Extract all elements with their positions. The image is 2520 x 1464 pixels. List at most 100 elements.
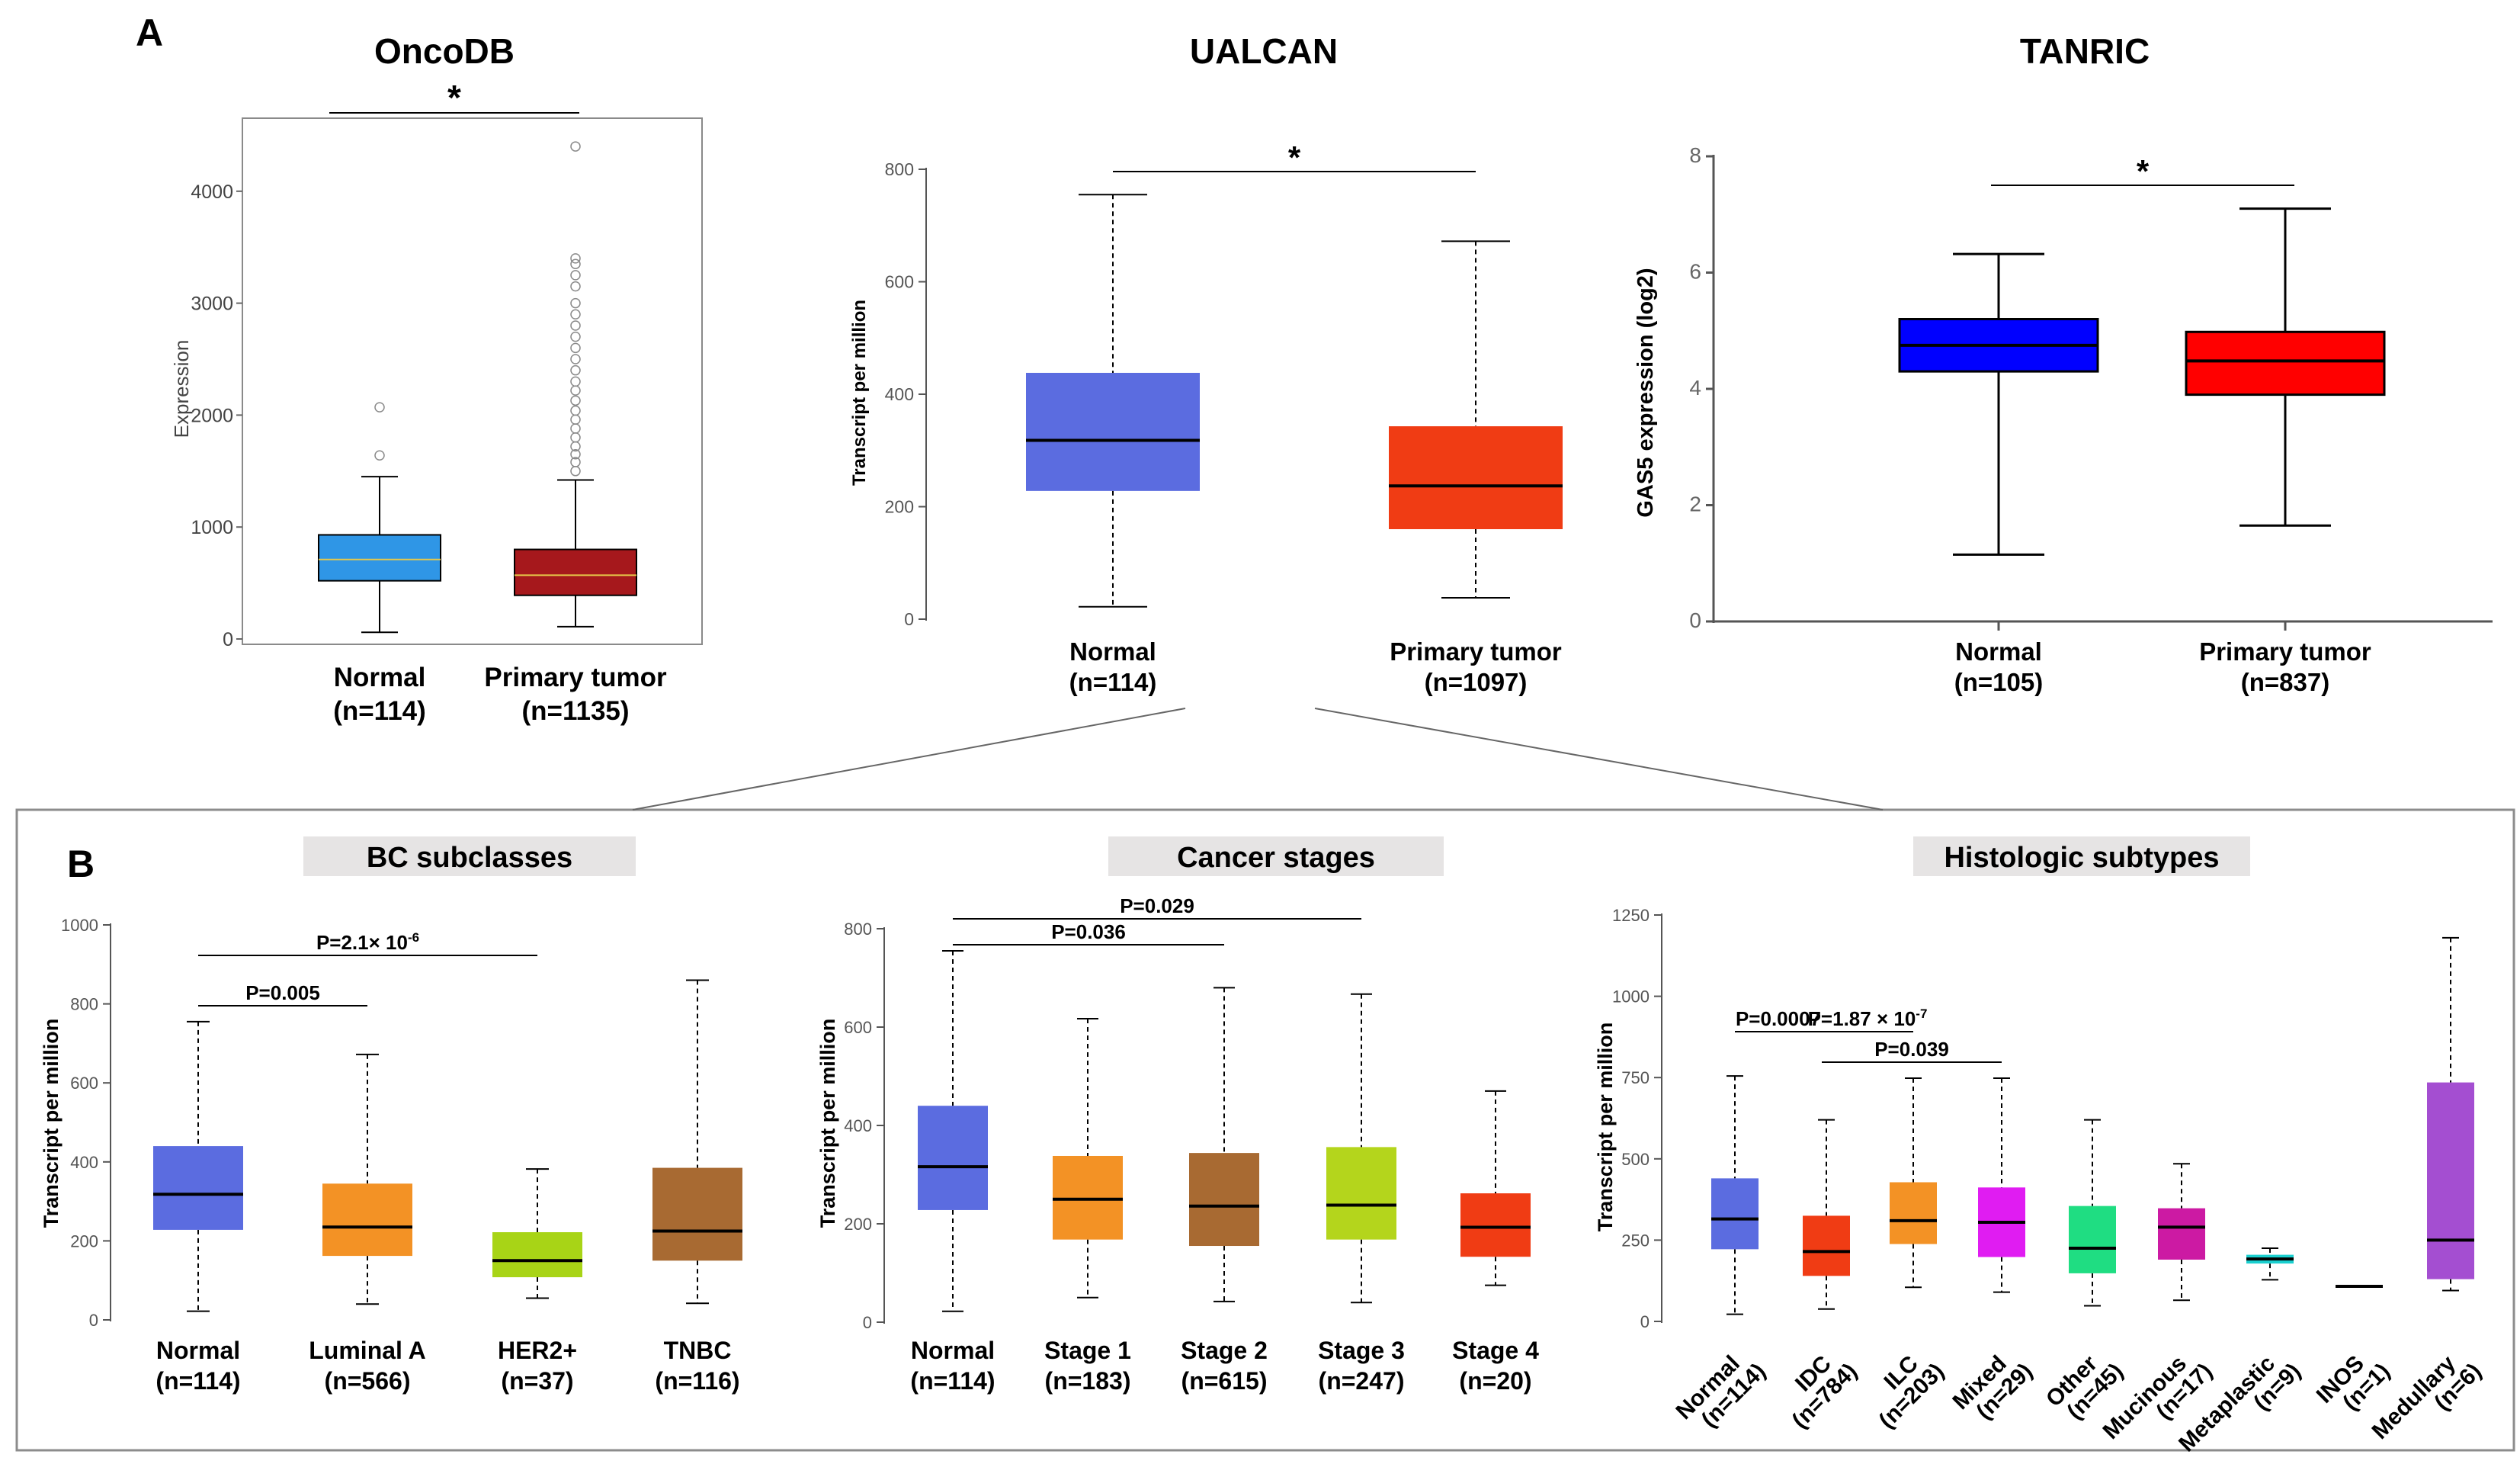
y-tick-label: 3000 (191, 294, 233, 315)
outlier-point (570, 449, 581, 460)
outlier-point (570, 281, 581, 292)
y-tick-label: 500 (1621, 1150, 1650, 1169)
box-stage-4 (1460, 1193, 1531, 1257)
category-label: Primary tumor (484, 663, 667, 692)
box-tnbc (652, 1167, 742, 1261)
y-tick-label: 0 (223, 629, 233, 650)
y-tick-label: 600 (844, 1018, 872, 1037)
count-label: (n=566) (325, 1367, 411, 1395)
panel-label-b: B (67, 843, 95, 885)
zoom-connector-left (632, 708, 1186, 811)
y-tick-label: 2000 (191, 405, 233, 426)
significance-p-value: P=1.87 × 10-7 (1808, 1006, 1928, 1030)
outlier-point (570, 258, 581, 269)
outlier-point (570, 423, 581, 434)
significance-star: * (1288, 140, 1301, 175)
y-tick-label: 200 (885, 497, 914, 517)
outlier-point (570, 309, 581, 320)
box-stage-3 (1326, 1147, 1396, 1240)
count-label: (n=837) (2241, 668, 2329, 696)
box-other (2069, 1206, 2116, 1273)
y-tick-label: 400 (885, 384, 914, 404)
chart-histologic-subtypes: Histologic subtypes Transcript per milli… (1594, 836, 2486, 1456)
count-label: (n=114) (333, 696, 426, 726)
count-label: (n=114) (155, 1367, 240, 1395)
outlier-point (570, 414, 581, 425)
y-tick-label: 400 (70, 1153, 98, 1172)
significance-p-value: P=0.029 (1120, 894, 1194, 917)
category-label: Stage 2 (1181, 1337, 1268, 1364)
y-tick-label: 250 (1621, 1231, 1650, 1250)
category-label: Stage 3 (1318, 1337, 1405, 1364)
outlier-point (570, 405, 581, 416)
y-tick-label: 1250 (1612, 906, 1650, 925)
count-label: (n=105) (1954, 668, 2043, 696)
y-tick-label: 1000 (191, 517, 233, 538)
y-axis-label: Transcript per million (40, 1019, 63, 1228)
count-label: (n=20) (1459, 1367, 1531, 1395)
y-tick-label: 0 (89, 1311, 98, 1330)
outlier-point (374, 402, 385, 413)
outlier-point (570, 466, 581, 477)
box-stage-2 (1189, 1153, 1259, 1247)
chart-bc-subclasses: BC subclasses Transcript per million 0 20… (40, 836, 742, 1395)
chart-title: Histologic subtypes (1944, 842, 2219, 874)
y-tick-label: 800 (844, 920, 872, 939)
chart-title: BC subclasses (367, 842, 572, 874)
count-label: (n=183) (1045, 1367, 1131, 1395)
chart-title-box (303, 836, 636, 876)
category-label: Normal (1069, 637, 1156, 666)
panel-label-a: A (136, 11, 163, 54)
category-label: TNBC (664, 1337, 732, 1364)
category-label: Normal (334, 663, 426, 692)
outlier-point (570, 297, 581, 309)
category-label: Stage 1 (1044, 1337, 1131, 1364)
y-tick-label: 1000 (61, 916, 98, 935)
outlier-point (570, 354, 581, 364)
p-value-exponent: -6 (408, 930, 419, 945)
chart-title: OncoDB (374, 31, 515, 71)
y-tick-label: 750 (1621, 1068, 1650, 1087)
box-primary-tumor (2185, 330, 2386, 396)
box-normal (318, 534, 441, 582)
y-tick-label: 600 (70, 1074, 98, 1093)
outlier-point (570, 457, 581, 467)
box-normal (1711, 1178, 1759, 1250)
outlier-point (570, 385, 581, 396)
chart-cancer-stages: Cancer stages Transcript per million 0 20… (816, 836, 1539, 1395)
outlier-point (570, 342, 581, 354)
significance-p-value: P=0.036 (1051, 920, 1126, 943)
count-label: (n=114) (1069, 668, 1157, 696)
outlier-point (570, 432, 581, 443)
y-tick-label: 200 (70, 1231, 98, 1250)
y-tick-label: 0 (1640, 1312, 1650, 1331)
chart-title: TANRIC (2020, 31, 2150, 71)
y-tick-label: 0 (1689, 608, 1701, 632)
y-tick-label: 200 (844, 1215, 872, 1234)
outlier-point (570, 331, 581, 342)
significance-p-value: P=0.005 (245, 981, 320, 1004)
box-normal (153, 1146, 243, 1230)
y-tick-label: 800 (70, 995, 98, 1014)
y-tick-label: 6 (1689, 260, 1701, 284)
chart-oncodb: OncoDB Expression 0 1000 2000 3000 4000 Norma… (170, 31, 703, 726)
y-tick-label: 400 (844, 1116, 872, 1135)
y-tick-label: 8 (1689, 143, 1701, 167)
outlier-point (570, 320, 581, 331)
y-tick-label: 0 (863, 1313, 872, 1332)
plot-frame (242, 117, 703, 645)
category-label: Primary tumor (2199, 637, 2371, 666)
category-label: Stage 4 (1452, 1337, 1539, 1364)
chart-title: Cancer stages (1177, 842, 1375, 874)
y-tick-label: 4000 (191, 181, 233, 203)
y-tick-label: 0 (904, 609, 914, 629)
count-label: (n=1135) (521, 696, 629, 726)
count-label: (n=615) (1181, 1367, 1268, 1395)
box-primary-tumor (1389, 426, 1563, 529)
box-idc (1803, 1215, 1850, 1276)
p-value-exponent: -7 (1916, 1006, 1927, 1021)
y-tick-label: 600 (885, 272, 914, 292)
significance-p-value: P=0.039 (1874, 1038, 1949, 1061)
outlier-point (570, 364, 581, 376)
